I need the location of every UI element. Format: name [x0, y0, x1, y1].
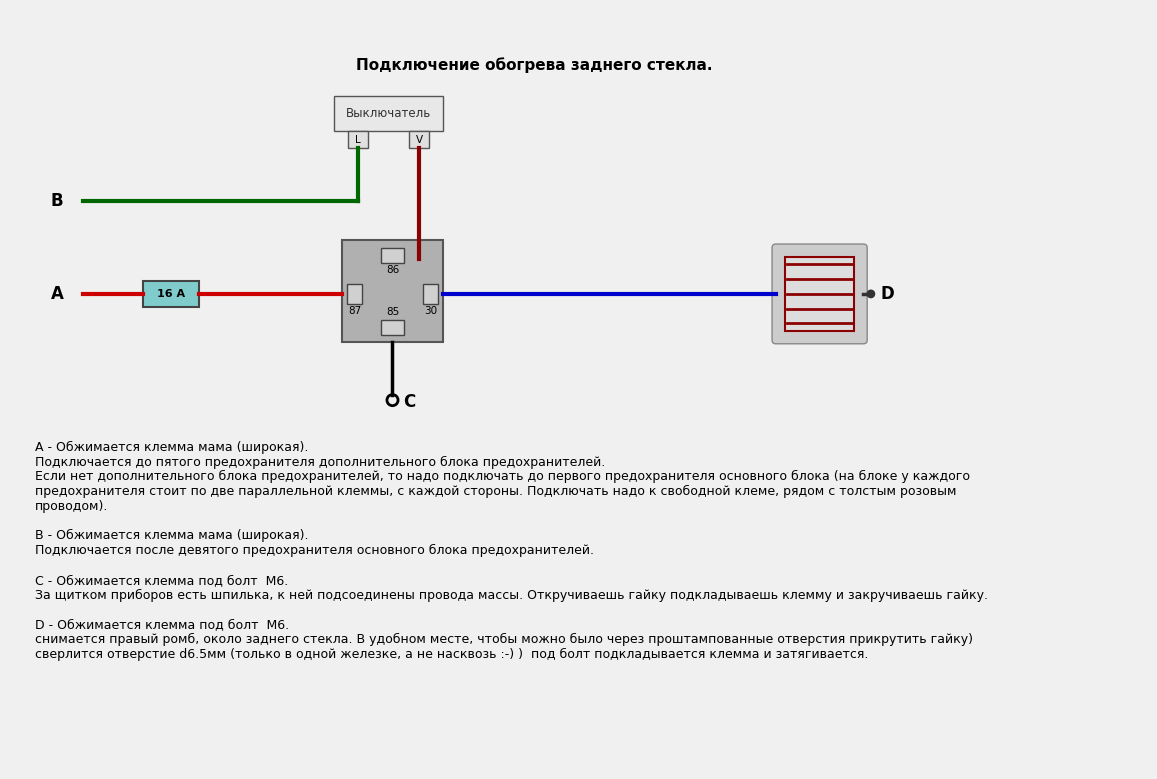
Bar [347, 284, 362, 304]
Text: B: B [51, 192, 64, 210]
Text: Подключается до пятого предохранителя дополнительного блока предохранителей.: Подключается до пятого предохранителя до… [35, 456, 605, 469]
Text: Выключатель: Выключатель [346, 108, 432, 120]
Text: Если нет дополнительного блока предохранителей, то надо подключать до первого пр: Если нет дополнительного блока предохран… [35, 471, 970, 484]
Text: С - Обжимается клемма под болт  М6.: С - Обжимается клемма под болт М6. [35, 574, 288, 587]
Text: А - Обжимается клемма мама (широкая).: А - Обжимается клемма мама (широкая). [35, 441, 309, 454]
Text: A: A [51, 285, 64, 303]
Text: L: L [355, 135, 361, 145]
Text: 86: 86 [386, 265, 399, 275]
Text: В - Обжимается клемма мама (широкая).: В - Обжимается клемма мама (широкая). [35, 530, 309, 542]
Text: C: C [404, 393, 415, 411]
Text: проводом).: проводом). [35, 500, 109, 513]
Bar [784, 257, 854, 331]
Bar [382, 248, 404, 263]
FancyBboxPatch shape [772, 244, 868, 344]
Text: Подключается после девятого предохранителя основного блока предохранителей.: Подключается после девятого предохраните… [35, 545, 594, 557]
Text: сверлится отверстие d6.5мм (только в одной железке, а не насквозь :-) )  под бол: сверлится отверстие d6.5мм (только в одн… [35, 647, 869, 661]
Text: За щитком приборов есть шпилька, к ней подсоединены провода массы. Откручиваешь : За щитком приборов есть шпилька, к ней п… [35, 588, 988, 601]
Text: D: D [880, 285, 894, 303]
Text: 87: 87 [348, 305, 361, 315]
Bar [382, 319, 404, 334]
Text: 30: 30 [423, 305, 437, 315]
Text: снимается правый ромб, около заднего стекла. В удобном месте, чтобы можно было ч: снимается правый ромб, около заднего сте… [35, 633, 973, 646]
Bar [410, 132, 429, 148]
Bar [143, 281, 199, 307]
Bar [423, 284, 437, 304]
Text: Подключение обогрева заднего стекла.: Подключение обогрева заднего стекла. [355, 57, 712, 72]
Text: 85: 85 [386, 308, 399, 317]
Text: V: V [415, 135, 422, 145]
Bar [348, 132, 368, 148]
FancyBboxPatch shape [334, 97, 443, 132]
Text: 16 А: 16 А [157, 289, 185, 299]
Circle shape [868, 291, 875, 298]
FancyBboxPatch shape [341, 241, 443, 342]
Text: предохранителя стоит по две параллельной клеммы, с каждой стороны. Подключать на: предохранителя стоит по две параллельной… [35, 485, 957, 498]
Text: D - Обжимается клемма под болт  М6.: D - Обжимается клемма под болт М6. [35, 618, 289, 631]
